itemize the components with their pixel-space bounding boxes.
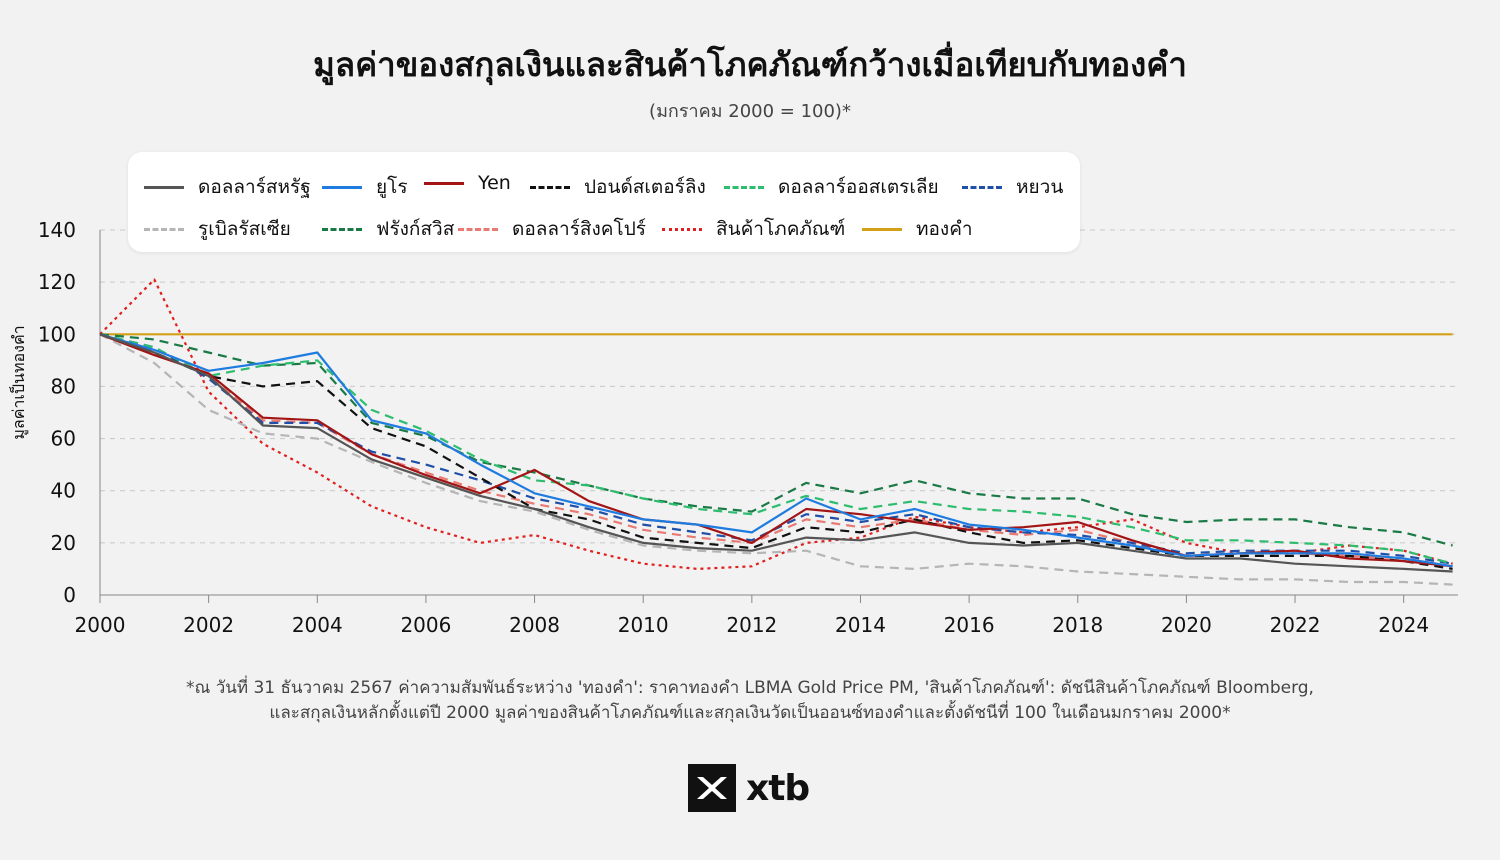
x-tick-label-2004: 2004	[292, 613, 343, 637]
y-tick-label-80: 80	[51, 374, 76, 398]
legend-swatch-7	[322, 227, 362, 231]
legend-swatch-3	[530, 185, 570, 189]
legend-item-6: รูเบิลรัสเซีย	[144, 214, 291, 244]
legend-swatch-10	[862, 227, 902, 231]
y-tick-label-120: 120	[38, 270, 76, 294]
legend-item-1: ยูโร	[322, 172, 408, 202]
x-tick-label-2012: 2012	[726, 613, 777, 637]
y-tick-label-40: 40	[51, 479, 76, 503]
footnote: *ณ วันที่ 31 ธันวาคม 2567 ค่าความสัมพันธ…	[0, 676, 1500, 726]
legend-item-7: ฟรังก์สวิส	[322, 214, 454, 244]
x-tick-label-2010: 2010	[618, 613, 669, 637]
series-line-8	[99, 333, 1453, 568]
legend-swatch-8	[458, 227, 498, 231]
legend-label-0: ดอลลาร์สหรัฐ	[198, 176, 311, 198]
xtb-logo-mark-icon	[688, 764, 736, 812]
footnote-line-1: *ณ วันที่ 31 ธันวาคม 2567 ค่าความสัมพันธ…	[186, 678, 1314, 698]
y-tick-label-0: 0	[63, 583, 76, 607]
series-line-9	[99, 278, 1453, 571]
xtb-logo-text: xtb	[746, 767, 810, 809]
legend-label-4: ดอลลาร์ออสเตรเลีย	[778, 176, 939, 198]
x-tick-label-2020: 2020	[1161, 613, 1212, 637]
legend-item-2: Yen	[424, 172, 511, 194]
legend-label-8: ดอลลาร์สิงคโปร์	[512, 218, 646, 240]
legend-label-7: ฟรังก์สวิส	[376, 218, 455, 240]
legend-label-2: Yen	[478, 172, 511, 194]
x-tick-label-2002: 2002	[183, 613, 234, 637]
legend-label-9: สินค้าโภคภัณฑ์	[716, 218, 846, 240]
legend-item-10: ทองคำ	[862, 214, 973, 244]
legend-item-9: สินค้าโภคภัณฑ์	[662, 214, 845, 244]
footnote-line-2: และสกุลเงินหลักตั้งแต่ปี 2000 มูลค่าของส…	[269, 703, 1231, 723]
series-line-1	[99, 333, 1453, 568]
chart-subtitle: (มกราคม 2000 = 100)*	[649, 101, 851, 122]
y-tick-label-20: 20	[51, 531, 76, 555]
legend-label-5: หยวน	[1016, 176, 1064, 198]
legend-label-6: รูเบิลรัสเซีย	[198, 218, 291, 240]
legend-swatch-1	[322, 185, 362, 189]
x-tick-label-2000: 2000	[75, 613, 126, 637]
series-line-7	[99, 333, 1453, 547]
series-line-5	[99, 333, 1453, 565]
series-line-4	[99, 333, 1453, 565]
xtb-logo: xtb	[688, 764, 810, 812]
series-line-6	[99, 333, 1453, 586]
series-line-0	[99, 333, 1453, 573]
series-line-3	[99, 333, 1453, 570]
legend-swatch-0	[144, 185, 184, 189]
x-tick-label-2024: 2024	[1378, 613, 1429, 637]
x-tick-label-2014: 2014	[835, 613, 886, 637]
chart-title: มูลค่าของสกุลเงินและสินค้าโภคภัณฑ์กว้างเ…	[313, 45, 1187, 84]
y-tick-label-100: 100	[38, 322, 76, 346]
legend-item-8: ดอลลาร์สิงคโปร์	[458, 214, 646, 244]
y-tick-label-140: 140	[38, 218, 76, 242]
y-axis-label: มูลค่าเป็นทองคำ	[8, 325, 29, 439]
x-tick-label-2008: 2008	[509, 613, 560, 637]
legend-swatch-2	[424, 181, 464, 185]
x-tick-label-2018: 2018	[1052, 613, 1103, 637]
legend-item-4: ดอลลาร์ออสเตรเลีย	[724, 172, 939, 202]
chart-legend: ดอลลาร์สหรัฐ ยูโร Yen ปอนด์สเตอร์ลิง ดอลลาร์…	[128, 152, 1080, 252]
legend-swatch-4	[724, 185, 764, 189]
y-tick-label-60: 60	[51, 427, 76, 451]
x-tick-label-2022: 2022	[1270, 613, 1321, 637]
legend-item-5: หยวน	[962, 172, 1063, 202]
x-tick-label-2006: 2006	[400, 613, 451, 637]
legend-swatch-5	[962, 185, 1002, 189]
legend-label-10: ทองคำ	[916, 218, 973, 240]
legend-item-0: ดอลลาร์สหรัฐ	[144, 172, 311, 202]
legend-label-1: ยูโร	[376, 176, 408, 198]
legend-swatch-9	[662, 227, 702, 231]
x-tick-label-2016: 2016	[944, 613, 995, 637]
legend-label-3: ปอนด์สเตอร์ลิง	[584, 176, 706, 198]
legend-item-3: ปอนด์สเตอร์ลิง	[530, 172, 706, 202]
legend-swatch-6	[144, 227, 184, 231]
